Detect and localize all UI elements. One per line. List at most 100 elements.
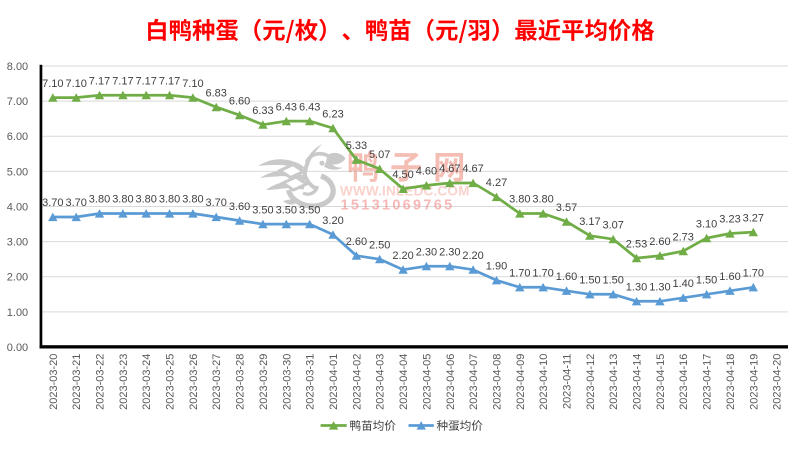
svg-text:3.80: 3.80 <box>159 194 180 206</box>
svg-text:3.50: 3.50 <box>252 204 273 216</box>
svg-text:2023-03-30: 2023-03-30 <box>281 354 293 410</box>
svg-text:3.17: 3.17 <box>579 216 600 228</box>
svg-text:3.80: 3.80 <box>182 194 203 206</box>
svg-text:2023-04-12: 2023-04-12 <box>585 354 597 410</box>
svg-text:15131069765: 15131069765 <box>341 198 455 214</box>
svg-text:6.83: 6.83 <box>205 87 226 99</box>
svg-text:2.30: 2.30 <box>439 246 460 258</box>
svg-text:2023-04-14: 2023-04-14 <box>632 354 644 410</box>
svg-text:2023-04-09: 2023-04-09 <box>515 354 527 410</box>
svg-text:3.80: 3.80 <box>89 194 110 206</box>
svg-text:7.10: 7.10 <box>182 78 203 90</box>
svg-text:2023-03-22: 2023-03-22 <box>95 354 107 410</box>
svg-text:1.00: 1.00 <box>7 307 28 319</box>
svg-text:1.30: 1.30 <box>626 282 647 294</box>
svg-text:7.17: 7.17 <box>112 75 133 87</box>
svg-text:2023-03-28: 2023-03-28 <box>235 354 247 410</box>
svg-text:1.50: 1.50 <box>579 275 600 287</box>
svg-text:3.23: 3.23 <box>719 214 740 226</box>
svg-text:5.33: 5.33 <box>346 140 367 152</box>
svg-text:2023-04-08: 2023-04-08 <box>492 354 504 410</box>
svg-text:3.70: 3.70 <box>65 197 86 209</box>
svg-text:3.70: 3.70 <box>205 197 226 209</box>
svg-text:3.27: 3.27 <box>743 212 764 224</box>
svg-text:3.20: 3.20 <box>322 215 343 227</box>
svg-text:5.00: 5.00 <box>7 166 28 178</box>
svg-text:2023-03-31: 2023-03-31 <box>305 354 317 410</box>
svg-text:3.07: 3.07 <box>602 219 623 231</box>
svg-text:3.80: 3.80 <box>135 194 156 206</box>
svg-text:2.50: 2.50 <box>369 239 390 251</box>
svg-text:2023-04-18: 2023-04-18 <box>725 354 737 410</box>
svg-text:1.70: 1.70 <box>509 268 530 280</box>
svg-text:2023-04-05: 2023-04-05 <box>421 354 433 410</box>
svg-text:3.50: 3.50 <box>276 204 297 216</box>
svg-text:2023-03-29: 2023-03-29 <box>258 354 270 410</box>
svg-text:2023-04-04: 2023-04-04 <box>398 354 410 410</box>
svg-text:6.43: 6.43 <box>276 101 297 113</box>
svg-text:3.50: 3.50 <box>299 204 320 216</box>
svg-text:2023-04-03: 2023-04-03 <box>375 354 387 410</box>
svg-text:1.60: 1.60 <box>556 271 577 283</box>
svg-text:7.10: 7.10 <box>42 78 63 90</box>
svg-text:3.70: 3.70 <box>42 197 63 209</box>
svg-text:1.40: 1.40 <box>672 278 693 290</box>
svg-text:1.50: 1.50 <box>696 275 717 287</box>
svg-text:1.90: 1.90 <box>486 261 507 273</box>
svg-text:4.50: 4.50 <box>392 169 413 181</box>
svg-text:1.70: 1.70 <box>743 268 764 280</box>
svg-text:7.17: 7.17 <box>89 75 110 87</box>
svg-text:6.33: 6.33 <box>252 105 273 117</box>
svg-text:0.00: 0.00 <box>7 342 28 354</box>
svg-text:2.30: 2.30 <box>416 246 437 258</box>
svg-text:3.57: 3.57 <box>556 202 577 214</box>
svg-text:2023-04-07: 2023-04-07 <box>468 354 480 410</box>
svg-text:4.60: 4.60 <box>416 166 437 178</box>
svg-text:2023-04-19: 2023-04-19 <box>748 354 760 410</box>
svg-text:4.67: 4.67 <box>439 163 460 175</box>
svg-text:2023-03-21: 2023-03-21 <box>71 354 83 410</box>
svg-text:7.00: 7.00 <box>7 96 28 108</box>
svg-text:3.80: 3.80 <box>112 194 133 206</box>
svg-text:6.23: 6.23 <box>322 108 343 120</box>
svg-text:3.10: 3.10 <box>696 218 717 230</box>
svg-text:2023-03-20: 2023-03-20 <box>48 354 60 410</box>
svg-text:2023-04-10: 2023-04-10 <box>538 354 550 410</box>
svg-text:3.80: 3.80 <box>509 194 530 206</box>
svg-text:2.20: 2.20 <box>392 250 413 262</box>
svg-text:7.17: 7.17 <box>159 75 180 87</box>
svg-text:4.00: 4.00 <box>7 201 28 213</box>
svg-text:1.60: 1.60 <box>719 271 740 283</box>
svg-text:1.50: 1.50 <box>602 275 623 287</box>
svg-text:2.60: 2.60 <box>649 236 670 248</box>
svg-text:6.60: 6.60 <box>229 95 250 107</box>
svg-text:2023-04-13: 2023-04-13 <box>608 354 620 410</box>
svg-text:2.00: 2.00 <box>7 272 28 284</box>
svg-text:2.53: 2.53 <box>626 238 647 250</box>
svg-text:2023-03-24: 2023-03-24 <box>141 354 153 410</box>
svg-text:3.60: 3.60 <box>229 201 250 213</box>
svg-text:2023-03-25: 2023-03-25 <box>165 354 177 410</box>
svg-text:2023-03-26: 2023-03-26 <box>188 354 200 410</box>
svg-text:2.20: 2.20 <box>462 250 483 262</box>
svg-text:2023-03-27: 2023-03-27 <box>211 354 223 410</box>
svg-text:2.73: 2.73 <box>672 231 693 243</box>
svg-text:2023-04-01: 2023-04-01 <box>328 354 340 410</box>
svg-text:3.80: 3.80 <box>532 194 553 206</box>
svg-text:8.00: 8.00 <box>7 61 28 73</box>
svg-text:7.17: 7.17 <box>135 75 156 87</box>
svg-text:2023-04-15: 2023-04-15 <box>655 354 667 410</box>
svg-text:1.30: 1.30 <box>649 282 670 294</box>
svg-text:2023-04-16: 2023-04-16 <box>678 354 690 410</box>
svg-text:2023-04-11: 2023-04-11 <box>562 354 574 409</box>
svg-text:4.67: 4.67 <box>462 163 483 175</box>
svg-text:5.07: 5.07 <box>369 149 390 161</box>
svg-text:4.27: 4.27 <box>486 177 507 189</box>
svg-text:2023-04-02: 2023-04-02 <box>351 354 363 410</box>
svg-text:2023-03-23: 2023-03-23 <box>118 354 130 410</box>
svg-text:2.60: 2.60 <box>346 236 367 248</box>
svg-text:3.00: 3.00 <box>7 237 28 249</box>
svg-text:6.00: 6.00 <box>7 131 28 143</box>
svg-text:1.70: 1.70 <box>532 268 553 280</box>
svg-text:2023-04-20: 2023-04-20 <box>772 354 784 410</box>
